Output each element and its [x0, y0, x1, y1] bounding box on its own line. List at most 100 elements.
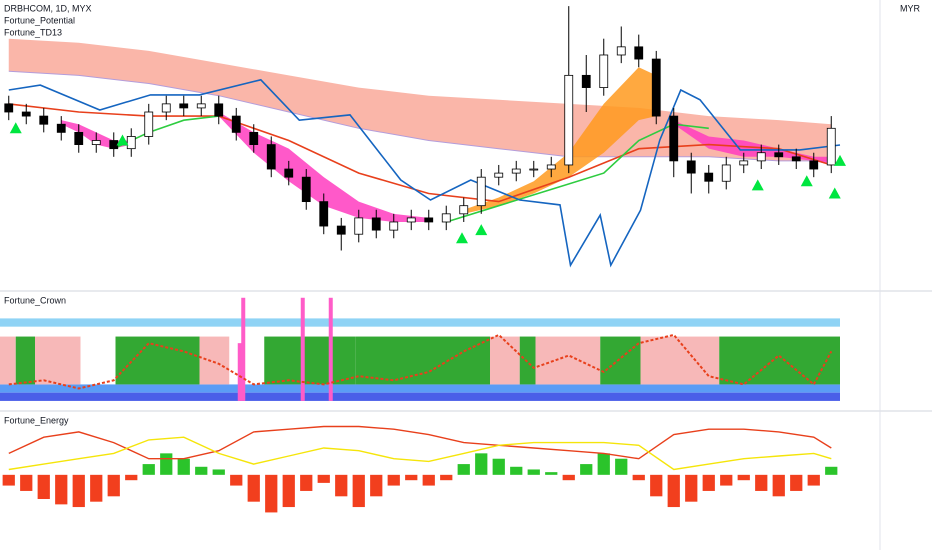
candle-body: [826, 127, 836, 166]
indicator-line: [8, 78, 841, 268]
histogram-bar: [807, 474, 820, 486]
histogram-bar: [55, 474, 68, 505]
histogram-bar: [702, 474, 715, 491]
candle-body: [231, 115, 241, 133]
histogram-bar: [125, 474, 138, 481]
zone: [199, 336, 230, 385]
currency: MYR: [900, 3, 921, 13]
candle-body: [284, 168, 294, 178]
histogram-bar: [527, 469, 540, 475]
histogram-bar: [685, 474, 698, 502]
histogram-bar: [107, 474, 120, 497]
candle-body: [494, 172, 504, 178]
candle-body: [651, 58, 661, 117]
histogram-bar: [20, 474, 33, 491]
ribbon: [463, 67, 657, 214]
zone: [15, 336, 35, 385]
signal-triangle: [834, 154, 846, 166]
histogram-bar: [737, 474, 750, 481]
spike: [328, 297, 333, 401]
level-band: [0, 318, 840, 327]
candle-body: [4, 103, 14, 113]
level-band: [0, 392, 840, 401]
histogram-bar: [282, 474, 295, 508]
candle-body: [319, 201, 329, 227]
histogram-bar: [335, 474, 348, 497]
candle-body: [266, 144, 276, 170]
histogram-bar: [72, 474, 85, 508]
signal-triangle: [828, 187, 841, 199]
candle-body: [144, 111, 154, 137]
candle-body: [91, 140, 101, 145]
zone: [535, 336, 601, 385]
spike: [241, 297, 246, 401]
histogram-bar: [177, 458, 190, 475]
candle-body: [406, 217, 416, 223]
candle-body: [301, 176, 311, 203]
candle-body: [74, 131, 84, 145]
signal-triangle: [456, 232, 468, 244]
histogram-bar: [772, 474, 785, 497]
zone: [35, 336, 81, 385]
candle-body: [126, 136, 136, 150]
histogram-bar: [387, 474, 400, 486]
histogram-bar: [790, 474, 803, 491]
histogram-bar: [615, 458, 628, 475]
spike: [300, 297, 305, 401]
candle-body: [179, 103, 189, 109]
histogram-bar: [2, 474, 15, 486]
histogram-bar: [247, 474, 260, 502]
signal-triangle: [751, 179, 764, 191]
candle-body: [721, 164, 731, 182]
candle-body: [739, 160, 749, 166]
histogram-bar: [597, 453, 610, 475]
histogram-bar: [317, 474, 330, 483]
cloud-edge: [8, 70, 832, 162]
histogram-bar: [492, 458, 505, 475]
histogram-bar: [142, 464, 155, 475]
histogram-bar: [265, 474, 278, 513]
level-band: [0, 384, 840, 393]
histogram-bar: [212, 469, 225, 475]
histogram-bar: [352, 474, 365, 508]
candle-body: [564, 74, 574, 166]
zone: [264, 336, 356, 385]
histogram-bar: [195, 466, 208, 475]
candle-body: [336, 225, 346, 235]
zone: [0, 336, 16, 385]
histogram-bar: [720, 474, 733, 486]
histogram-bar: [405, 474, 418, 481]
histogram-bar: [230, 474, 243, 486]
candle-body: [109, 140, 119, 150]
candle-body: [161, 103, 171, 113]
candle-body: [704, 172, 714, 182]
candle-body: [196, 103, 206, 109]
pane-title: Fortune_Crown: [4, 295, 66, 305]
candle-body: [529, 168, 539, 171]
candle-body: [249, 131, 259, 145]
candle-body: [39, 115, 49, 125]
candle-body: [581, 74, 591, 88]
signal-triangle: [9, 122, 22, 134]
histogram-bar: [370, 474, 383, 497]
zone: [600, 336, 641, 385]
candle-body: [511, 168, 521, 174]
candle-body: [616, 46, 626, 56]
histogram-bar: [667, 474, 680, 508]
symbol-title: DRBHCOM, 1D, MYX: [4, 3, 92, 13]
zone: [640, 336, 720, 385]
candle-body: [634, 46, 644, 60]
histogram-bar: [160, 453, 173, 475]
candle-body: [791, 156, 801, 162]
candle-body: [441, 213, 451, 223]
histogram-bar: [545, 472, 558, 475]
zone: [519, 336, 536, 385]
candle-body: [546, 164, 556, 170]
histogram-bar: [755, 474, 768, 491]
indicator-name: Fortune_Potential: [4, 15, 75, 25]
candle-body: [371, 217, 381, 231]
energy-line: [8, 436, 832, 471]
candle-body: [476, 176, 486, 207]
histogram-bar: [440, 474, 453, 481]
